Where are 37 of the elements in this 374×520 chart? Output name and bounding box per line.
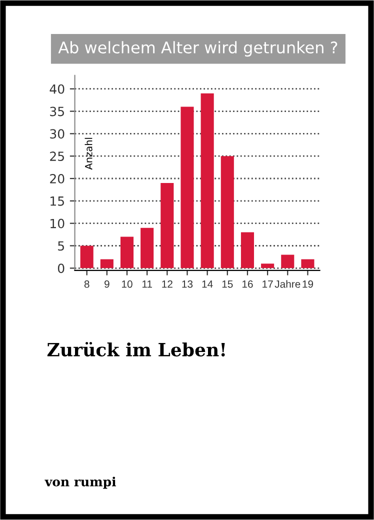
x-tick-label: 8 (84, 280, 90, 288)
y-tick-label: 25 (50, 152, 64, 162)
x-tick-label: 19 (302, 280, 314, 288)
x-tick-label: 9 (104, 280, 110, 288)
bar (261, 264, 274, 268)
y-tick-label: 0 (58, 264, 64, 274)
bar (100, 259, 114, 268)
x-tick-label: 12 (162, 280, 172, 288)
y-tick-label: 35 (50, 106, 64, 116)
bar (160, 182, 174, 268)
bar (140, 228, 154, 268)
text: Zurück im Leben! (47, 342, 225, 356)
y-tick-label: 20 (50, 174, 64, 184)
bar (220, 156, 234, 268)
y-tick-label: 10 (50, 218, 64, 228)
bar (200, 93, 214, 268)
bar (120, 236, 134, 268)
y-tick-label: 15 (50, 196, 64, 206)
x-tick-label: 13 (182, 280, 193, 288)
text: von rumpi (44, 476, 116, 489)
x-tick-label: 17 (262, 280, 273, 288)
y-tick-label: 30 (50, 129, 64, 139)
bar (240, 232, 254, 268)
x-tick-label: 11 (142, 280, 152, 288)
y-axis-title: Anzahl (84, 138, 92, 170)
chart-title: Ab welchem Alter wird getrunken ? (58, 41, 338, 57)
x-tick-label: 10 (122, 280, 132, 288)
x-tick-label: 15 (222, 280, 233, 288)
x-tick-label: 16 (242, 280, 253, 288)
bar (180, 106, 194, 268)
y-tick-label: 5 (58, 241, 64, 251)
x-tick-label: 14 (202, 280, 213, 288)
bar (281, 254, 294, 268)
bar (301, 259, 314, 268)
y-tick-label: 40 (50, 84, 64, 94)
bar (80, 246, 94, 268)
x-tick-label: Jahre (274, 280, 300, 288)
